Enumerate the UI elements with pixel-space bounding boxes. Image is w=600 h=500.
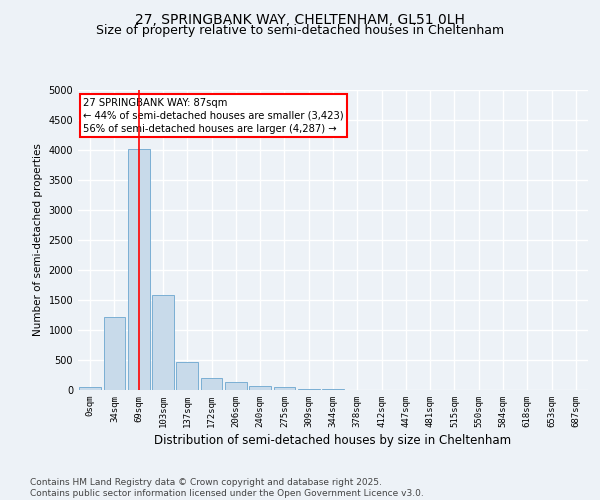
Bar <box>79 386 101 390</box>
Text: 27 SPRINGBANK WAY: 87sqm
← 44% of semi-detached houses are smaller (3,423)
56% o: 27 SPRINGBANK WAY: 87sqm ← 44% of semi-d… <box>83 98 344 134</box>
X-axis label: Distribution of semi-detached houses by size in Cheltenham: Distribution of semi-detached houses by … <box>154 434 512 447</box>
Bar <box>298 388 320 390</box>
Text: Contains HM Land Registry data © Crown copyright and database right 2025.
Contai: Contains HM Land Registry data © Crown c… <box>30 478 424 498</box>
Text: 27, SPRINGBANK WAY, CHELTENHAM, GL51 0LH: 27, SPRINGBANK WAY, CHELTENHAM, GL51 0LH <box>135 12 465 26</box>
Bar <box>200 378 223 390</box>
Bar <box>274 388 295 390</box>
Bar <box>104 317 125 390</box>
Text: Size of property relative to semi-detached houses in Cheltenham: Size of property relative to semi-detach… <box>96 24 504 37</box>
Bar <box>128 149 149 390</box>
Y-axis label: Number of semi-detached properties: Number of semi-detached properties <box>33 144 43 336</box>
Bar <box>225 382 247 390</box>
Bar <box>249 386 271 390</box>
Bar <box>152 294 174 390</box>
Bar <box>176 362 198 390</box>
